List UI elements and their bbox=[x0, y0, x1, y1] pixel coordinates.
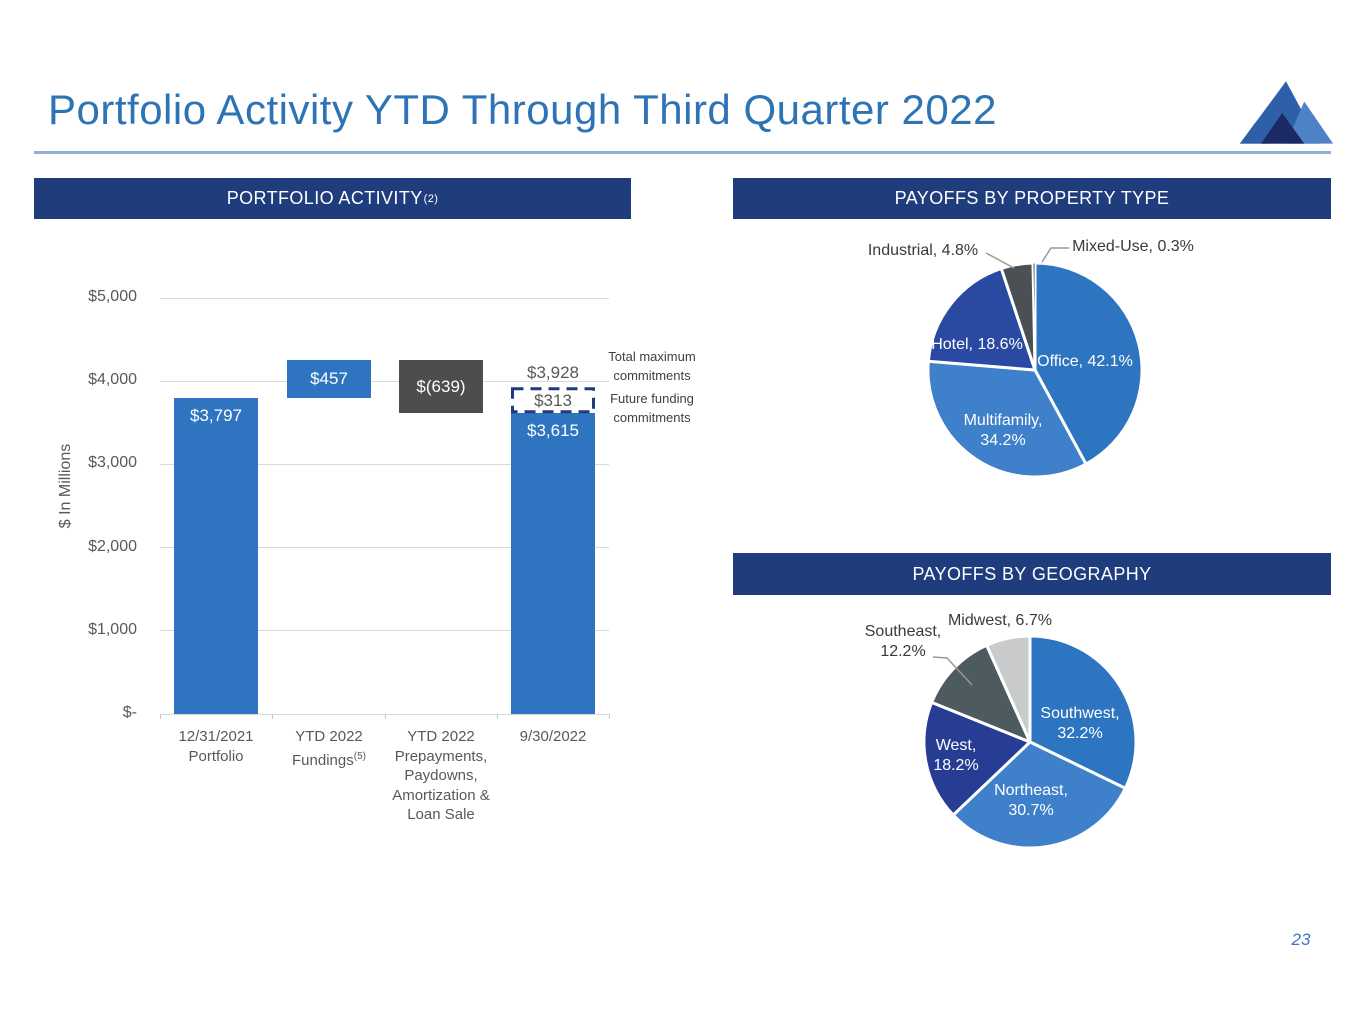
bar-value-label-9-30-2022: $3,615 bbox=[527, 421, 579, 441]
y-tick-label-0: $- bbox=[122, 704, 137, 721]
future-funding-annotation: Future funding commitments bbox=[586, 390, 718, 427]
total-max-value: $3,928 bbox=[527, 363, 579, 383]
category-label-12-31-2021-portfolio: 12/31/2021 Portfolio bbox=[178, 728, 254, 765]
total-max-annotation-line2: commitments bbox=[613, 367, 691, 383]
pie-label-west: West, 18.2% bbox=[933, 737, 979, 774]
pie-label-northeast: Northeast, 30.7% bbox=[994, 782, 1068, 819]
pie-label-southeast: Southeast, 12.2% bbox=[864, 623, 942, 660]
x-axis-tick-0 bbox=[160, 714, 161, 719]
geography-header-label: PAYOFFS BY GEOGRAPHY bbox=[912, 563, 1152, 584]
bar-9-30-2022: $3,615 bbox=[511, 413, 595, 714]
category-label-ytd-2022-prepayments-paydowns-amortization-loan-sale: YTD 2022 Prepayments, Paydowns, Amortizatio… bbox=[392, 728, 490, 823]
total-max-annotation-line1: Total maximum bbox=[608, 349, 696, 364]
pie-slice-mixed-use bbox=[1032, 262, 1036, 371]
bar-ytd-2022-fundings: $457 bbox=[287, 360, 371, 399]
y-tick-label-4000: $4,000 bbox=[88, 371, 137, 389]
bar-ytd-2022-prepayments-paydowns-amortization-loan-sale: $(639) bbox=[399, 360, 483, 414]
pie-label-industrial: Industrial, 4.8% bbox=[867, 242, 979, 259]
future-funding-annotation-line1: Future funding bbox=[610, 391, 694, 406]
bar-value-label-ytd-2022-fundings: $457 bbox=[310, 369, 348, 389]
geography-header: PAYOFFS BY GEOGRAPHY bbox=[733, 553, 1331, 595]
pie-label-midwest: Midwest, 6.7% bbox=[947, 612, 1053, 629]
future-funding-value: $313 bbox=[534, 391, 572, 411]
x-axis-tick-4 bbox=[609, 714, 610, 719]
gridline-4000 bbox=[160, 380, 609, 382]
x-axis-tick-3 bbox=[496, 714, 498, 719]
logo-shadow-peak bbox=[1261, 112, 1305, 144]
y-tick-label-1000: $1,000 bbox=[88, 620, 137, 638]
pie-label-southwest: Southwest, 32.2% bbox=[1040, 705, 1120, 742]
x-axis-tick-1 bbox=[272, 714, 274, 719]
y-tick-label-3000: $3,000 bbox=[88, 454, 137, 472]
category-label-ytd-2022-fundings: YTD 2022 Fundings(5) bbox=[292, 728, 366, 769]
y-tick-label-2000: $2,000 bbox=[88, 537, 137, 555]
y-tick-label-5000: $5,000 bbox=[88, 288, 137, 305]
pie-label-hotel: Hotel, 18.6% bbox=[931, 336, 1023, 353]
bar-value-label-ytd-2022-prepayments-paydowns-amortization-loan-sale: $(639) bbox=[416, 376, 466, 396]
mountain-logo-icon bbox=[1239, 81, 1334, 144]
pie-label-mixed-use: Mixed-Use, 0.3% bbox=[1072, 238, 1194, 255]
gridline-3000 bbox=[160, 463, 609, 465]
property-type-header: PAYOFFS BY PROPERTY TYPE bbox=[733, 178, 1331, 219]
gridline-2000 bbox=[160, 547, 609, 549]
page-number: 23 bbox=[1291, 930, 1311, 949]
pie-slice-southeast bbox=[930, 643, 1032, 744]
bar-value-label-12-31-2021-portfolio: $3,797 bbox=[190, 406, 242, 426]
title-divider bbox=[34, 151, 1331, 154]
page-title: Portfolio Activity YTD Through Third Qua… bbox=[48, 86, 997, 133]
pie-label-multifamily: Multifamily, 34.2% bbox=[963, 412, 1043, 449]
x-axis-tick-2 bbox=[384, 714, 386, 719]
category-label-9-30-2022: 9/30/2022 bbox=[519, 728, 587, 745]
total-max-annotation: Total maximum commitments bbox=[586, 348, 718, 385]
logo-right-peak bbox=[1286, 101, 1334, 144]
gridline-5000 bbox=[160, 297, 609, 299]
pie-label-office: Office, 42.1% bbox=[1037, 353, 1133, 370]
gridline-1000 bbox=[160, 630, 609, 632]
future-funding-annotation-line2: commitments bbox=[613, 409, 691, 425]
pie-slice-midwest bbox=[985, 634, 1032, 744]
leader-line-payoffs-by-property-type-1 bbox=[1041, 247, 1069, 263]
leader-line-payoffs-by-property-type-0 bbox=[985, 252, 1015, 269]
portfolio-activity-header: PORTFOLIO ACTIVITY (2) bbox=[34, 178, 631, 219]
portfolio-activity-header-label: PORTFOLIO ACTIVITY bbox=[226, 188, 423, 208]
property-type-header-label: PAYOFFS BY PROPERTY TYPE bbox=[894, 188, 1170, 208]
bar-12-31-2021-portfolio: $3,797 bbox=[174, 398, 258, 714]
